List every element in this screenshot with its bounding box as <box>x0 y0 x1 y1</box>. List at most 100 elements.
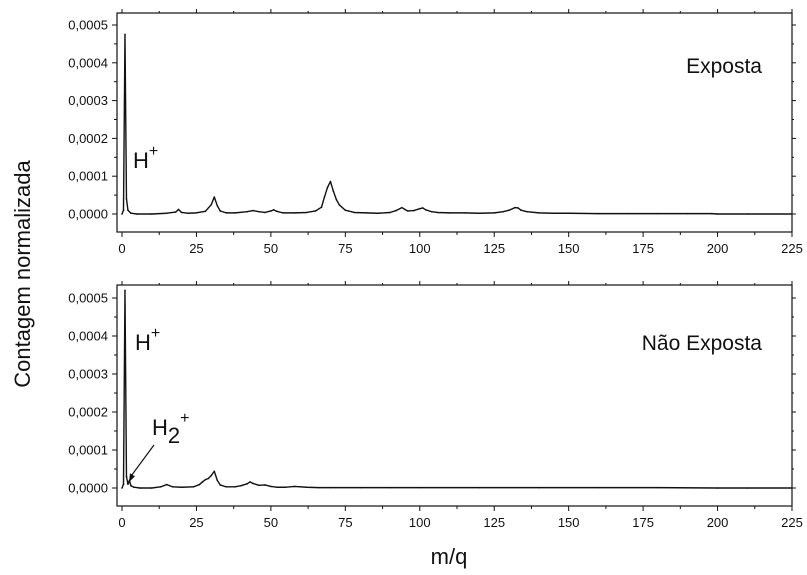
data-point <box>180 486 183 489</box>
data-point <box>424 209 427 211</box>
data-point <box>186 212 189 215</box>
x-tick-label: 50 <box>264 241 278 256</box>
data-point <box>526 210 528 213</box>
x-tick-label: 150 <box>558 241 580 256</box>
y-tick-label: 0,0001 <box>68 443 108 458</box>
plot-frame <box>116 12 793 233</box>
data-point <box>791 213 793 215</box>
ion-superscript: + <box>149 143 158 160</box>
x-tick-label: 0 <box>118 241 125 256</box>
y-tick-label: 0,0005 <box>68 18 108 33</box>
data-point <box>204 478 207 481</box>
x-tick-label: 200 <box>707 241 729 256</box>
data-point <box>121 213 123 215</box>
data-point <box>180 211 183 214</box>
data-point <box>716 213 719 215</box>
data-point <box>122 483 125 486</box>
data-point <box>177 208 180 211</box>
data-point <box>344 209 347 212</box>
data-point <box>210 474 213 477</box>
data-point <box>377 212 379 215</box>
data-point <box>293 485 296 488</box>
ion-annotation: H2+ <box>152 410 189 448</box>
data-point <box>124 289 126 292</box>
data-point <box>478 486 481 489</box>
x-tick-label: 175 <box>632 515 654 530</box>
data-point <box>159 486 162 488</box>
y-tick-label: 0,0002 <box>68 405 108 420</box>
data-point <box>517 207 519 209</box>
data-point <box>284 486 287 489</box>
data-point <box>463 212 466 214</box>
ion-annotation: H+ <box>135 325 160 355</box>
data-point <box>502 210 504 213</box>
data-point <box>192 486 195 488</box>
plot-frame <box>116 284 793 507</box>
y-tick-label: 0,0001 <box>68 169 108 184</box>
x-tick-label: 200 <box>707 515 729 530</box>
ion-superscript: + <box>151 325 160 342</box>
ion-base: H <box>152 415 168 440</box>
x-tick-label: 125 <box>483 241 505 256</box>
data-point <box>320 206 323 208</box>
x-tick-label: 225 <box>781 515 803 530</box>
x-tick-label: 175 <box>632 241 654 256</box>
data-point <box>421 207 424 209</box>
data-point <box>335 198 338 201</box>
data-point <box>448 212 451 214</box>
data-point <box>198 483 201 486</box>
data-point <box>213 470 216 473</box>
data-point <box>124 33 126 36</box>
data-point <box>136 213 138 215</box>
data-point <box>240 484 242 487</box>
data-point <box>225 486 228 488</box>
x-tick-label: 25 <box>189 515 203 530</box>
data-point <box>401 206 403 209</box>
data-point <box>389 486 391 489</box>
data-point <box>657 212 659 215</box>
data-point <box>125 475 128 478</box>
ion-superscript: + <box>180 410 189 427</box>
data-point <box>252 482 254 485</box>
data-point <box>204 210 207 213</box>
data-point <box>404 208 406 211</box>
data-point <box>139 487 141 489</box>
data-point <box>597 212 600 215</box>
data-point <box>430 210 433 213</box>
data-point <box>249 481 251 483</box>
data-point <box>329 180 332 183</box>
data-point <box>130 484 132 487</box>
data-point <box>317 486 320 489</box>
data-point <box>133 486 135 489</box>
data-point <box>314 210 317 212</box>
data-point <box>293 212 296 214</box>
data-point <box>359 486 362 489</box>
data-point <box>597 486 600 489</box>
data-point <box>338 204 341 206</box>
data-point <box>258 210 260 213</box>
data-point <box>710 212 713 215</box>
data-point <box>219 484 222 486</box>
data-point <box>413 209 415 212</box>
x-tick-label: 75 <box>338 241 352 256</box>
data-point <box>207 477 210 480</box>
data-point <box>174 211 177 213</box>
data-point <box>746 487 749 489</box>
data-point <box>234 212 236 214</box>
data-point <box>552 212 555 215</box>
data-point <box>216 479 219 482</box>
data-point <box>171 486 174 488</box>
data-point <box>436 211 439 214</box>
ion-base: H <box>135 330 151 355</box>
ion-arrow-line <box>130 444 155 477</box>
ion-base: H <box>133 148 149 173</box>
y-tick-label: 0,0003 <box>68 367 108 382</box>
data-point <box>127 483 129 486</box>
data-point <box>273 209 275 211</box>
panel-1: 0 25 50 75 100 125 150 175 200 225 0,0000 0,0001 0,0… <box>68 9 803 256</box>
data-point <box>276 210 278 213</box>
data-point <box>150 213 153 215</box>
data-point <box>121 487 123 489</box>
data-point <box>418 207 421 210</box>
